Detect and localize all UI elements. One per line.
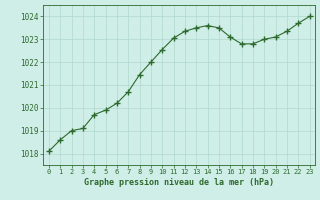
X-axis label: Graphe pression niveau de la mer (hPa): Graphe pression niveau de la mer (hPa) — [84, 178, 274, 187]
